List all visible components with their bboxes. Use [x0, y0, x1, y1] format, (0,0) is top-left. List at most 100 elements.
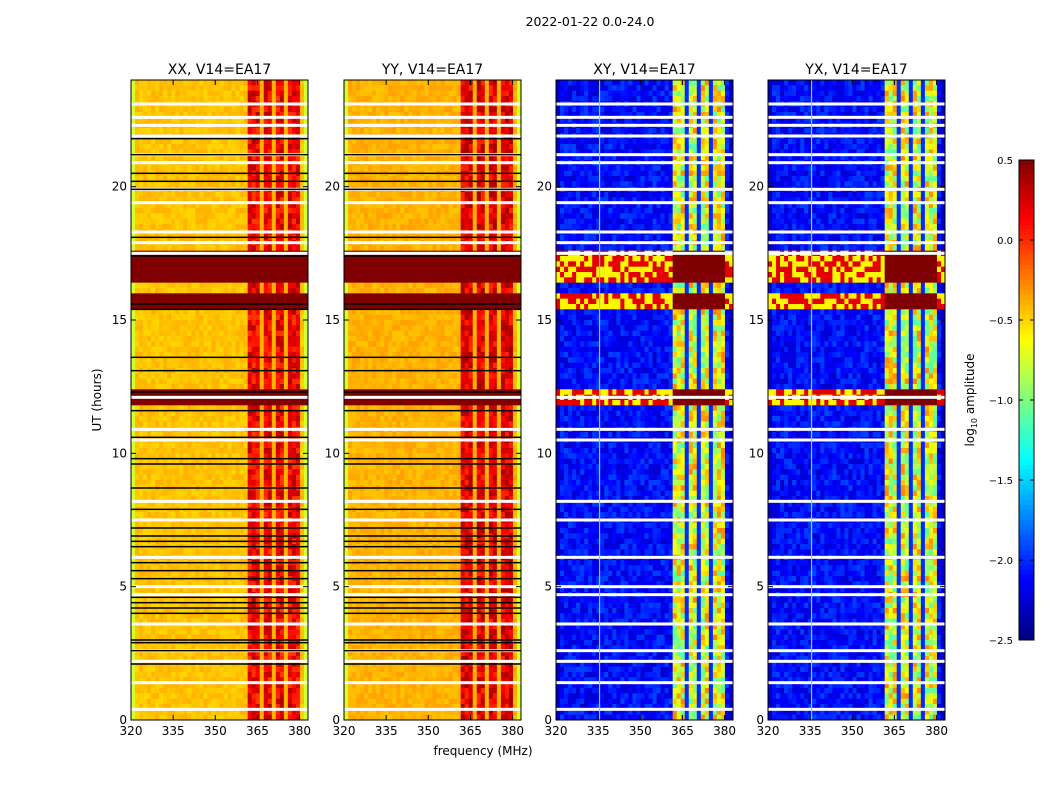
heatmap-cell [195, 501, 200, 508]
heatmap-cell [231, 410, 236, 417]
heatmap-cell [247, 346, 253, 353]
heatmap-cell [271, 90, 277, 97]
heatmap-cell [243, 202, 249, 209]
heatmap-cell [223, 501, 228, 508]
heatmap-cell [259, 282, 265, 289]
heatmap-cell [251, 448, 257, 454]
heatmap-cell [151, 405, 156, 412]
heatmap-cell [163, 224, 168, 230]
heatmap-cell [263, 192, 269, 198]
heatmap-cell [139, 144, 144, 150]
heatmap-cell [183, 570, 188, 577]
heatmap-cell [223, 192, 228, 198]
heatmap-cell [263, 677, 269, 684]
heatmap-cell [155, 202, 160, 209]
heatmap-cell [251, 304, 257, 310]
heatmap-cell [131, 352, 136, 358]
heatmap-cell [131, 85, 136, 92]
heatmap-cell [195, 400, 200, 406]
heatmap-cell [235, 293, 241, 300]
heatmap-cell [295, 629, 301, 636]
heatmap-cell [203, 549, 208, 556]
heatmap-cell [259, 314, 265, 321]
heatmap-cell [247, 656, 253, 662]
heatmap-cell [147, 181, 152, 188]
heatmap-cell [155, 346, 160, 353]
heatmap-cell [171, 288, 176, 294]
heatmap-cell [167, 618, 172, 625]
heatmap-cell [131, 442, 136, 449]
heatmap-cell [267, 352, 273, 358]
heatmap-cell [167, 378, 172, 385]
heatmap-cell [151, 298, 156, 305]
heatmap-cell [199, 474, 204, 481]
heatmap-cell [267, 410, 273, 417]
heatmap-cell [135, 581, 140, 588]
heatmap-cell [279, 314, 285, 321]
heatmap-cell [203, 458, 208, 465]
heatmap-cell [163, 213, 168, 220]
heatmap-cell [239, 106, 245, 113]
heatmap-cell [171, 325, 176, 332]
heatmap-cell [239, 405, 245, 412]
heatmap-cell [207, 618, 212, 625]
heatmap-cell [195, 112, 200, 118]
heatmap-cell [243, 416, 249, 422]
heatmap-cell [195, 480, 200, 486]
heatmap-cell [211, 176, 216, 182]
heatmap-cell [139, 597, 144, 604]
heatmap-cell [267, 570, 273, 577]
heatmap-cell [179, 266, 184, 273]
heatmap-cell [255, 272, 261, 278]
heatmap-cell [183, 650, 188, 657]
heatmap-cell [147, 218, 152, 225]
heatmap-cell [139, 373, 144, 380]
heatmap-cell [283, 474, 289, 481]
heatmap-cell [231, 421, 236, 428]
heatmap-cell [199, 304, 204, 310]
heatmap-cell [195, 666, 200, 673]
heatmap-cell [143, 672, 148, 678]
heatmap-cell [151, 106, 156, 113]
heatmap-cell [211, 501, 216, 508]
heatmap-cell [175, 432, 180, 438]
heatmap-cell [163, 192, 168, 198]
heatmap-cell [155, 512, 160, 518]
heatmap-cell [247, 80, 253, 86]
heatmap-cell [175, 320, 180, 326]
heatmap-cell [263, 106, 269, 113]
heatmap-cell [163, 117, 168, 124]
heatmap-cell [163, 501, 168, 508]
heatmap-cell [239, 453, 245, 460]
heatmap-cell [139, 314, 144, 321]
heatmap-cell [303, 373, 308, 380]
heatmap-cell [271, 288, 277, 294]
heatmap-cell [303, 602, 308, 609]
heatmap-cell [251, 197, 257, 204]
heatmap-cell [243, 608, 249, 614]
heatmap-cell [243, 410, 249, 417]
heatmap-cell [135, 480, 140, 486]
heatmap-cell [195, 90, 200, 97]
heatmap-cell [283, 496, 289, 502]
heatmap-cell [235, 245, 241, 252]
heatmap-cell [199, 192, 204, 198]
heatmap-cell [151, 96, 156, 102]
heatmap-cell [243, 549, 249, 556]
heatmap-cell [207, 549, 212, 556]
heatmap-cell [143, 352, 148, 358]
heatmap-cell [223, 549, 228, 556]
heatmap-cell [235, 154, 241, 161]
heatmap-cell [279, 272, 285, 278]
heatmap-cell [247, 341, 253, 348]
heatmap-cell [207, 208, 212, 214]
heatmap-cell [283, 277, 289, 284]
heatmap-cell [203, 634, 208, 641]
heatmap-cell [299, 442, 305, 449]
heatmap-cell [299, 277, 305, 284]
heatmap-cell [183, 245, 188, 252]
heatmap-cell [207, 464, 212, 470]
heatmap-cell [147, 613, 152, 620]
heatmap-cell [219, 672, 224, 678]
heatmap-cell [195, 570, 200, 577]
